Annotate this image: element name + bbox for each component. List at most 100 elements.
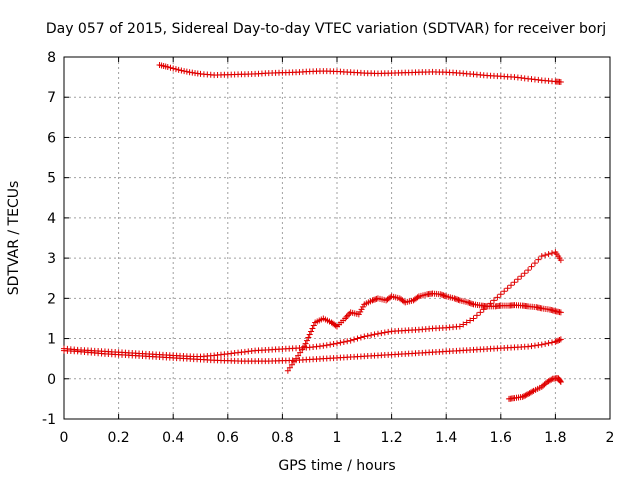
x-tick-label: 1.6: [490, 430, 512, 446]
data-point-interp: [508, 282, 515, 289]
data-point-interp: [372, 296, 379, 303]
x-tick-label: 0.6: [217, 430, 239, 446]
data-point-interp: [181, 68, 188, 75]
y-tick-label: 4: [47, 211, 56, 227]
data-point-interp: [528, 263, 535, 270]
data-point: [557, 257, 564, 264]
data-point-interp: [548, 250, 555, 257]
data-point-interp: [323, 342, 330, 349]
data-point-interp: [343, 313, 350, 320]
data-point: [355, 311, 362, 318]
y-tick-label: 2: [47, 291, 56, 307]
y-tick-label: 1: [47, 332, 56, 348]
data-point-interp: [288, 361, 295, 368]
data-point-interp: [308, 328, 315, 335]
data-point-interp: [514, 276, 521, 283]
data-point-interp: [414, 294, 421, 301]
data-point-interp: [535, 342, 542, 349]
data-point: [347, 337, 354, 344]
data-point-interp: [455, 296, 462, 303]
data-point-interp: [368, 332, 375, 339]
series-track-1: [156, 62, 564, 85]
data-point-interp: [521, 393, 528, 400]
data-point-interp: [327, 341, 334, 348]
data-point-interp: [452, 295, 459, 302]
data-point-interp: [542, 252, 549, 259]
series-track-2: [61, 249, 564, 360]
data-point-interp: [303, 337, 310, 344]
data-point-interp: [297, 349, 304, 356]
data-point-interp: [473, 312, 480, 319]
data-point-interp: [302, 340, 309, 347]
data-point: [465, 299, 472, 306]
data-series: [61, 62, 564, 402]
data-point-interp: [454, 296, 461, 303]
data-point-interp: [337, 339, 344, 346]
x-axis-label: GPS time / hours: [278, 458, 395, 474]
data-point-interp: [553, 338, 560, 345]
series-track-3: [61, 336, 564, 365]
series-track-4: [284, 290, 564, 374]
y-tick-label: 0: [47, 372, 56, 388]
data-point-interp: [535, 256, 542, 263]
data-point-interp: [477, 309, 484, 316]
data-point-interp: [467, 317, 474, 324]
grid: [64, 57, 610, 419]
data-point: [557, 78, 564, 85]
series-track-5: [505, 374, 564, 402]
data-point-interp: [518, 273, 525, 280]
data-point-interp: [351, 336, 358, 343]
data-point: [374, 330, 381, 337]
data-point: [557, 309, 564, 316]
data-point-interp: [378, 330, 385, 337]
data-point: [301, 343, 308, 350]
data-point-interp: [310, 322, 317, 329]
data-point: [361, 333, 368, 340]
y-tick-label: 5: [47, 171, 56, 187]
data-point-interp: [172, 66, 179, 73]
data-point-interp: [357, 334, 364, 341]
data-point-interp: [340, 338, 347, 345]
x-tick-label: 1: [333, 430, 342, 446]
data-point-interp: [490, 297, 497, 304]
data-point-interp: [522, 392, 529, 399]
data-point-interp: [548, 376, 555, 383]
data-point-interp: [545, 251, 552, 258]
data-point-interp: [332, 322, 339, 329]
data-point-interp: [545, 340, 552, 347]
data-point-interp: [370, 296, 377, 303]
x-tick-label: 1.8: [544, 430, 566, 446]
data-point: [334, 340, 340, 347]
y-tick-label: 3: [47, 251, 56, 267]
data-point-interp: [440, 292, 447, 299]
data-point-interp: [385, 328, 392, 335]
y-tick-label: 6: [47, 130, 56, 146]
data-point-interp: [357, 308, 364, 315]
data-point: [164, 64, 171, 71]
data-point: [451, 295, 458, 302]
x-tick-label: 2: [606, 430, 615, 446]
data-point-interp: [364, 332, 371, 339]
data-point-interp: [167, 64, 174, 71]
data-point-interp: [178, 67, 185, 74]
y-tick-label: -1: [42, 412, 56, 428]
x-tick-label: 0.8: [271, 430, 293, 446]
data-point-interp: [469, 300, 476, 307]
data-point-interp: [529, 388, 536, 395]
data-point-interp: [463, 319, 470, 326]
data-point-interp: [344, 338, 351, 345]
data-point: [437, 291, 444, 298]
x-tick-label: 0.2: [107, 430, 129, 446]
data-point-interp: [531, 260, 538, 267]
data-point-interp: [305, 334, 312, 341]
data-point: [470, 315, 477, 322]
data-point: [557, 378, 564, 385]
data-point-interp: [400, 298, 407, 305]
data-point: [284, 367, 291, 374]
data-point-interp: [557, 377, 564, 384]
data-point: [525, 267, 532, 274]
data-point-interp: [291, 358, 298, 365]
data-point-interp: [501, 288, 508, 295]
data-point-interp: [359, 303, 366, 310]
